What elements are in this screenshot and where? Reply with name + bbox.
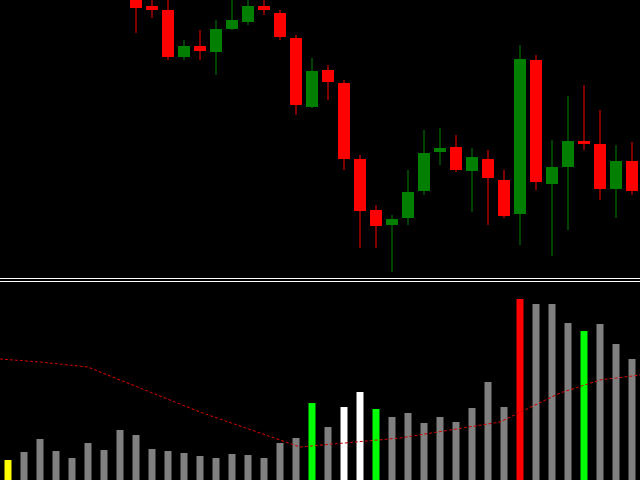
candle-body [546,167,558,184]
candle-body [450,147,462,170]
volume-bar [196,456,204,480]
volume-bar [212,458,220,480]
volume-bar [420,423,428,480]
volume-bar [52,451,60,480]
volume-bar [564,323,572,480]
volume-bar [612,344,620,480]
volume-bar [148,449,156,480]
candle-body [354,159,366,211]
candle-body [306,71,318,107]
candle-body [434,148,446,152]
candle-body [274,13,286,37]
candle-body [370,210,382,226]
volume-bar [68,458,76,480]
candle-body [562,141,574,167]
volume-bar [340,407,348,480]
candle-body [210,29,222,52]
candle-body [498,180,510,216]
volume-bar [20,452,28,480]
volume-bar [36,439,44,480]
candle-body [530,60,542,182]
candle-body [466,157,478,171]
volume-bar [356,392,364,480]
volume-bar [276,443,284,480]
moving-average [0,358,640,448]
candle-body [482,159,494,178]
volume-bar [388,417,396,480]
volume-bar [452,422,460,480]
candle-body [514,59,526,214]
candle-body [338,83,350,159]
volume-bar [532,304,540,480]
volume-bar [468,408,476,480]
volume-bar [580,331,588,480]
volume-bar [436,417,444,480]
candle-body [130,0,142,8]
volume-bar [292,438,300,480]
volume-bar [372,409,380,480]
volume-bar [548,304,556,480]
candle-body [242,6,254,22]
candle-body [322,70,334,82]
volume-bar [500,407,508,480]
volume-bar [132,435,140,480]
volume-bar [484,382,492,480]
candle-body [290,38,302,105]
candle-body [402,192,414,218]
volume-bar [244,455,252,480]
candle-body [226,20,238,29]
volume-bar [516,299,524,480]
volume-bar [100,450,108,480]
candle-body [194,46,206,51]
candle-body [594,144,606,189]
volume-bar [228,454,236,480]
candle-body [386,219,398,225]
volume-bar [180,453,188,480]
candle-body [626,161,638,191]
volume-bar [164,451,172,480]
candle-body [610,161,622,189]
candle-body [146,6,158,10]
volume-bar [4,460,12,480]
volume-bar [596,324,604,480]
candle-body [418,153,430,191]
volume-bar [260,458,268,480]
candle-body [162,10,174,57]
volume-bar [116,430,124,480]
volume-bar [404,413,412,480]
candle-body [178,46,190,57]
volume-bar [628,359,636,480]
volume-bar [84,443,92,480]
candle-body [258,6,270,10]
volume-bar [324,427,332,480]
volume-bar [308,403,316,480]
candle-body [578,141,590,144]
